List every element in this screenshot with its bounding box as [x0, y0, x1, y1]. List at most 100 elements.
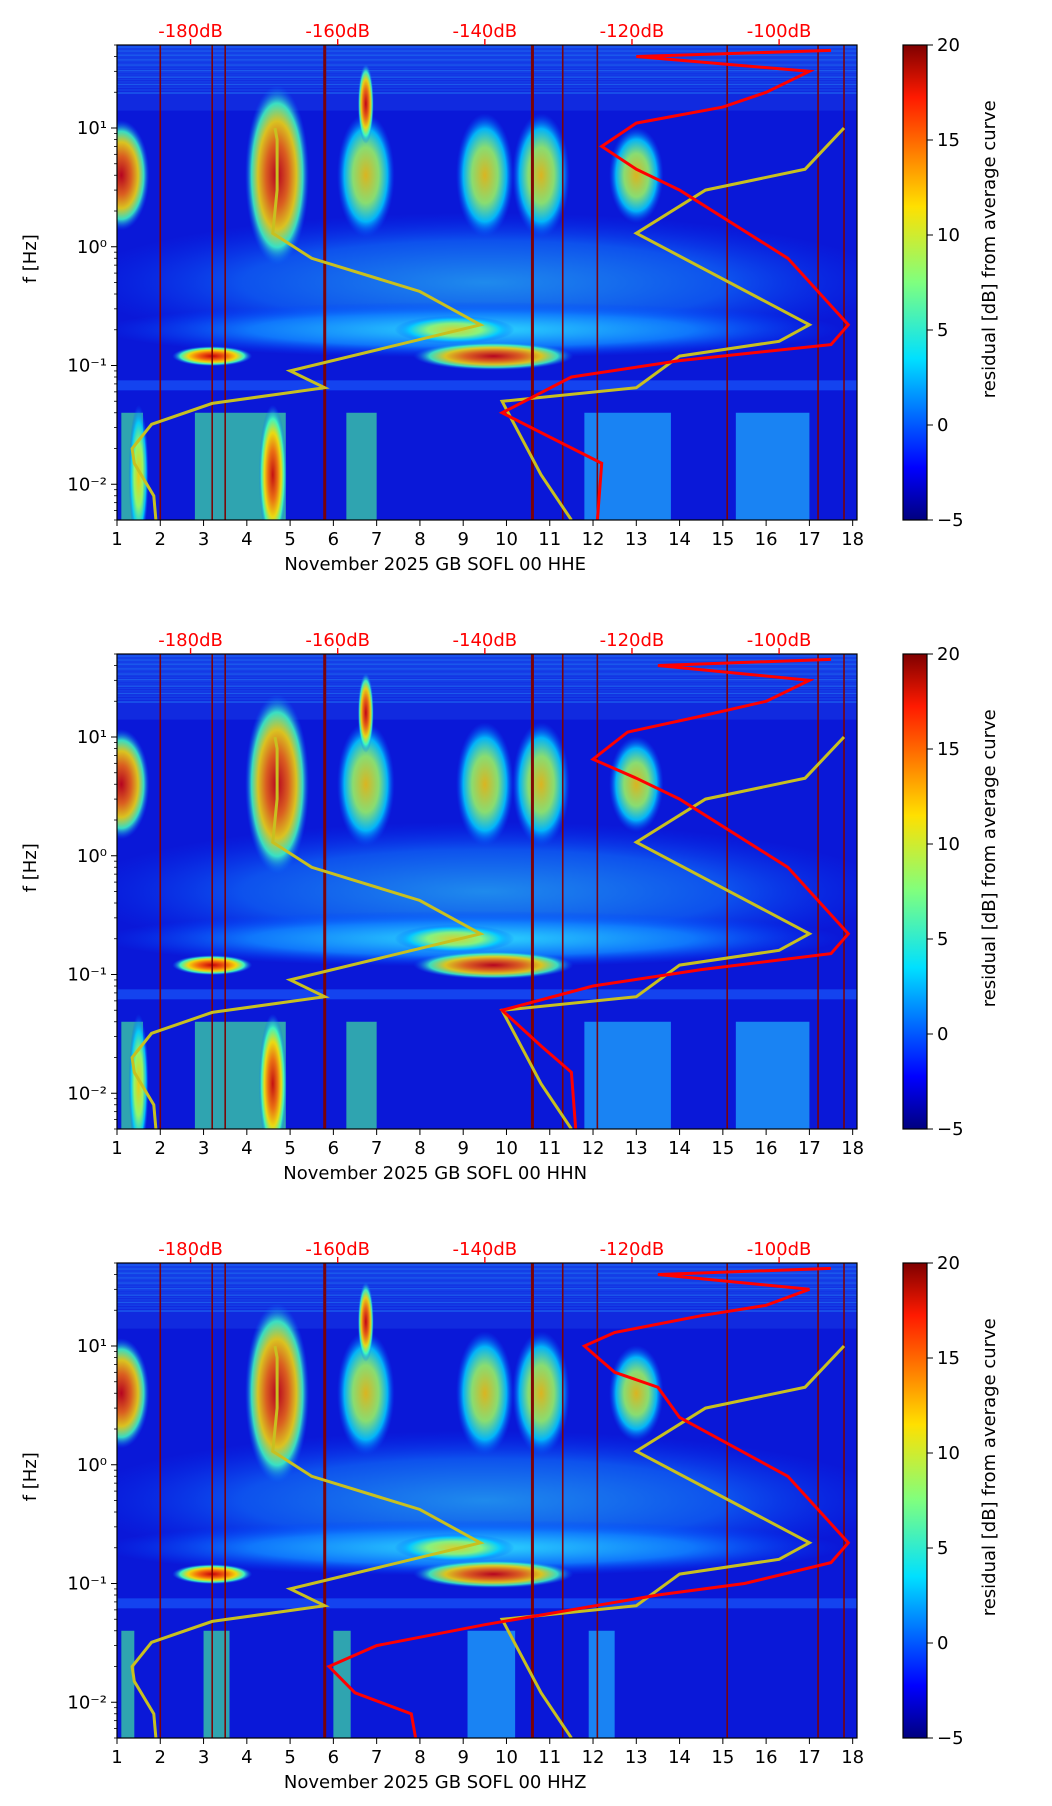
average-psd-curve — [499, 657, 851, 1129]
colorbar-tick-label: 15 — [937, 130, 960, 151]
spectrogram-panel-1: 1 2 3 4 5 6 7 8 9 10 11 12 13 14 15 16 17 1810⁻²10⁻¹10⁰10… — [20, 21, 1000, 575]
x-tick-label: 10 — [495, 1138, 518, 1159]
x-axis-title: November 2025 GB SOFL 00 HHE — [284, 554, 586, 575]
x-tick-label: 17 — [798, 529, 821, 550]
db-tick-label: -160dB — [305, 1239, 370, 1260]
x-tick-label: 9 — [457, 1138, 468, 1159]
colorbar-tick-label: 10 — [937, 1443, 960, 1464]
x-tick-label: 5 — [284, 529, 295, 550]
x-tick-label: 16 — [755, 529, 778, 550]
y-tick-label: 10¹ — [77, 1336, 107, 1357]
colorbar-tick-label: 0 — [937, 1024, 948, 1045]
curves — [130, 657, 851, 1129]
db-tick-label: -140dB — [453, 1239, 518, 1260]
x-tick-label: 10 — [495, 529, 518, 550]
y-axis-title: f [Hz] — [20, 1452, 41, 1501]
x-tick-label: 6 — [328, 1138, 339, 1159]
x-tick-label: 17 — [798, 1747, 821, 1768]
db-tick-label: -160dB — [305, 630, 370, 651]
colorbar-tick-label: −5 — [937, 1728, 964, 1749]
low-noise-model-curve — [130, 1345, 485, 1738]
x-tick-label: 16 — [755, 1138, 778, 1159]
y-tick-label: 10¹ — [77, 118, 107, 139]
colorbar-label: residual [dB] from average curve — [979, 709, 1000, 1007]
db-tick-label: -180dB — [158, 21, 223, 42]
x-tick-label: 1 — [111, 1747, 122, 1768]
colorbar-gradient — [902, 1262, 928, 1739]
x-tick-label: 14 — [668, 1747, 691, 1768]
x-tick-label: 10 — [495, 1747, 518, 1768]
x-tick-label: 3 — [198, 529, 209, 550]
colorbar-label: residual [dB] from average curve — [979, 1318, 1000, 1616]
x-tick-label: 1 — [111, 1138, 122, 1159]
y-tick-label: 10⁻¹ — [67, 356, 107, 377]
x-tick-label: 6 — [328, 1747, 339, 1768]
db-tick-label: -180dB — [158, 630, 223, 651]
x-tick-label: 11 — [538, 529, 561, 550]
high-noise-model-curve — [499, 1344, 846, 1738]
colorbar-label: residual [dB] from average curve — [979, 100, 1000, 398]
heatmap-texture — [117, 45, 857, 520]
heatmap-texture — [117, 654, 857, 1129]
db-tick-label: -140dB — [453, 630, 518, 651]
colorbar-tick-label: 0 — [937, 415, 948, 436]
colorbar: 20 15 10 5 0 −5 residual [dB] from average cur… — [902, 35, 1000, 531]
x-tick-label: 3 — [198, 1747, 209, 1768]
x-tick-label: 16 — [755, 1747, 778, 1768]
colorbar-gradient — [902, 653, 928, 1130]
x-tick-label: 2 — [155, 1747, 166, 1768]
colorbar-tick-label: 20 — [937, 1253, 960, 1274]
x-tick-label: 9 — [457, 529, 468, 550]
y-tick-label: 10⁻² — [67, 1692, 107, 1713]
colorbar-tick-label: 15 — [937, 1348, 960, 1369]
x-tick-label: 9 — [457, 1747, 468, 1768]
colorbar-tick-label: 5 — [937, 929, 948, 950]
x-tick-label: 7 — [371, 1138, 382, 1159]
colorbar-tick-label: −5 — [937, 1119, 964, 1140]
x-tick-label: 8 — [414, 1138, 425, 1159]
x-tick-label: 13 — [625, 1138, 648, 1159]
db-tick-label: -180dB — [158, 1239, 223, 1260]
x-tick-label: 8 — [414, 529, 425, 550]
db-tick-label: -100dB — [747, 21, 812, 42]
x-tick-label: 18 — [841, 1138, 864, 1159]
x-tick-label: 7 — [371, 529, 382, 550]
y-tick-label: 10⁻² — [67, 1083, 107, 1104]
x-tick-label: 12 — [582, 1138, 605, 1159]
db-tick-label: -120dB — [600, 21, 665, 42]
colorbar-gradient — [902, 44, 928, 521]
x-tick-label: 4 — [241, 1747, 252, 1768]
x-tick-label: 15 — [711, 1138, 734, 1159]
x-axis-title: November 2025 GB SOFL 00 HHZ — [284, 1772, 587, 1793]
x-tick-label: 5 — [284, 1747, 295, 1768]
x-tick-label: 15 — [711, 529, 734, 550]
db-tick-label: -100dB — [747, 630, 812, 651]
y-tick-label: 10⁻² — [67, 474, 107, 495]
average-psd-curve — [326, 1266, 851, 1738]
spectrogram-panel-3: 1 2 3 4 5 6 7 8 9 10 11 12 13 14 15 16 17 1810⁻²10⁻¹10⁰10… — [20, 1239, 1000, 1793]
y-tick-label: 10¹ — [77, 727, 107, 748]
x-tick-label: 11 — [538, 1747, 561, 1768]
spectrogram-panel-2: 1 2 3 4 5 6 7 8 9 10 11 12 13 14 15 16 17 1810⁻²10⁻¹10⁰10… — [20, 630, 1000, 1184]
x-tick-label: 18 — [841, 1747, 864, 1768]
curves — [130, 48, 851, 520]
x-tick-label: 14 — [668, 1138, 691, 1159]
colorbar-tick-label: 10 — [937, 834, 960, 855]
colorbar-tick-label: 0 — [937, 1633, 948, 1654]
low-noise-model-curve — [130, 127, 485, 520]
y-tick-label: 10⁻¹ — [67, 1574, 107, 1595]
average-psd-curve — [498, 48, 851, 520]
x-tick-label: 2 — [155, 1138, 166, 1159]
db-tick-label: -100dB — [747, 1239, 812, 1260]
x-tick-label: 12 — [582, 529, 605, 550]
x-tick-label: 14 — [668, 529, 691, 550]
y-tick-label: 10⁰ — [77, 1455, 107, 1476]
colorbar-tick-label: 5 — [937, 1538, 948, 1559]
db-tick-label: -140dB — [453, 21, 518, 42]
x-tick-label: 8 — [414, 1747, 425, 1768]
curves — [130, 1266, 851, 1738]
colorbar-tick-label: 10 — [937, 225, 960, 246]
colorbar: 20 15 10 5 0 −5 residual [dB] from average cur… — [902, 644, 1000, 1140]
x-tick-label: 3 — [198, 1138, 209, 1159]
colorbar-tick-label: 15 — [937, 739, 960, 760]
